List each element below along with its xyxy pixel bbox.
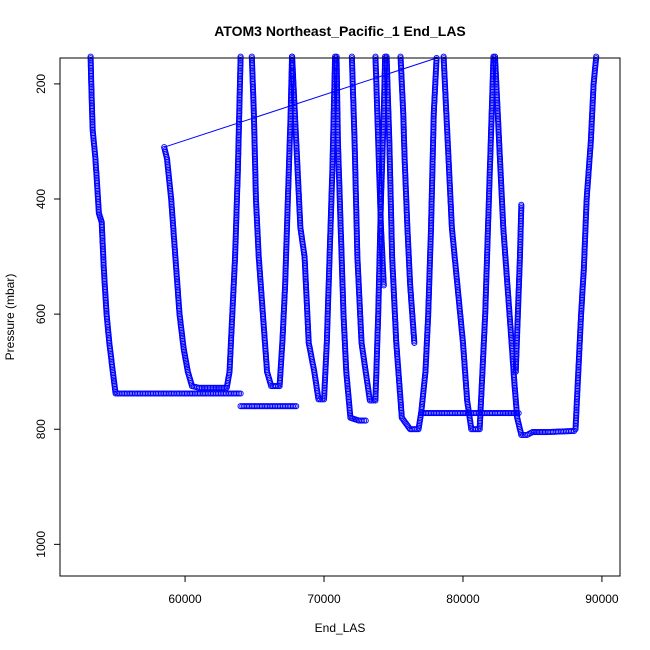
data-point	[251, 143, 258, 150]
data-point	[98, 225, 106, 232]
data-point	[351, 141, 358, 148]
data-point	[512, 367, 519, 374]
data-point	[293, 403, 300, 410]
x-axis-label: End_LAS	[315, 621, 366, 635]
data-point	[498, 410, 505, 417]
data-point	[89, 111, 96, 118]
data-point	[507, 410, 514, 417]
x-tick-label: 60000	[168, 592, 202, 606]
data-point	[400, 111, 407, 118]
connector-line	[164, 57, 437, 148]
data-point	[359, 417, 366, 424]
y-tick-label: 400	[34, 189, 48, 209]
data-point	[198, 384, 206, 391]
data-point	[400, 123, 407, 131]
data-point	[291, 403, 298, 410]
data-point	[411, 339, 418, 346]
data-point	[282, 277, 289, 284]
data-point	[593, 53, 600, 60]
data-point	[483, 277, 490, 284]
data-point	[389, 271, 397, 278]
data-point	[426, 279, 433, 286]
data-point	[380, 282, 387, 289]
data-point	[325, 279, 332, 286]
data-point	[286, 149, 293, 156]
data-point	[317, 396, 324, 403]
y-tick-label: 800	[34, 419, 48, 439]
data-point	[100, 253, 107, 261]
data-point	[379, 149, 386, 156]
chart-title: ATOM3 Northeast_Pacific_1 End_LAS	[214, 23, 466, 39]
data-point	[368, 397, 375, 404]
data-point	[237, 390, 244, 397]
x-tick-label: 70000	[307, 592, 341, 606]
data-point	[538, 429, 545, 436]
data-point	[412, 426, 419, 433]
data-point	[235, 390, 243, 397]
data-point	[532, 429, 539, 436]
data-point	[339, 271, 346, 278]
data-point	[234, 390, 241, 397]
data-point	[400, 135, 408, 142]
data-point	[289, 403, 297, 410]
data-point	[362, 417, 369, 424]
data-point	[351, 143, 358, 150]
y-axis: 200 400 600 800 1000	[34, 74, 60, 558]
y-tick-label: 200	[34, 74, 48, 94]
data-point	[429, 147, 436, 155]
data-point	[487, 147, 494, 155]
data-point	[473, 426, 480, 433]
data-point	[235, 149, 242, 156]
data-point	[401, 147, 408, 154]
data-point	[569, 427, 576, 435]
data-point	[89, 123, 96, 130]
data-point	[215, 384, 223, 391]
data-point	[503, 410, 510, 417]
data-point	[512, 368, 519, 375]
x-axis: 60000 70000 80000 90000	[168, 576, 619, 606]
data-point	[230, 279, 237, 286]
data-point	[375, 143, 382, 150]
data-point	[212, 384, 219, 391]
data-point	[237, 53, 244, 60]
x-tick-label: 90000	[585, 592, 619, 606]
data-point	[516, 271, 523, 278]
data-point	[335, 143, 342, 150]
data-points	[87, 53, 600, 439]
data-point	[573, 406, 580, 414]
data-point	[496, 141, 503, 148]
y-axis-label: Pressure (mbar)	[3, 274, 17, 361]
data-point	[293, 143, 300, 150]
data-point	[202, 384, 209, 391]
data-point	[535, 429, 542, 436]
data-point	[386, 141, 393, 148]
data-point	[88, 84, 95, 91]
y-tick-label: 1000	[34, 531, 48, 558]
data-point	[500, 410, 507, 417]
y-tick-label: 600	[34, 304, 48, 324]
data-point	[208, 384, 215, 391]
data-point	[273, 383, 280, 390]
data-point	[205, 384, 212, 391]
plot-frame	[59, 57, 621, 577]
data-point	[360, 417, 368, 424]
x-tick-label: 80000	[446, 592, 480, 606]
data-point	[88, 98, 95, 105]
